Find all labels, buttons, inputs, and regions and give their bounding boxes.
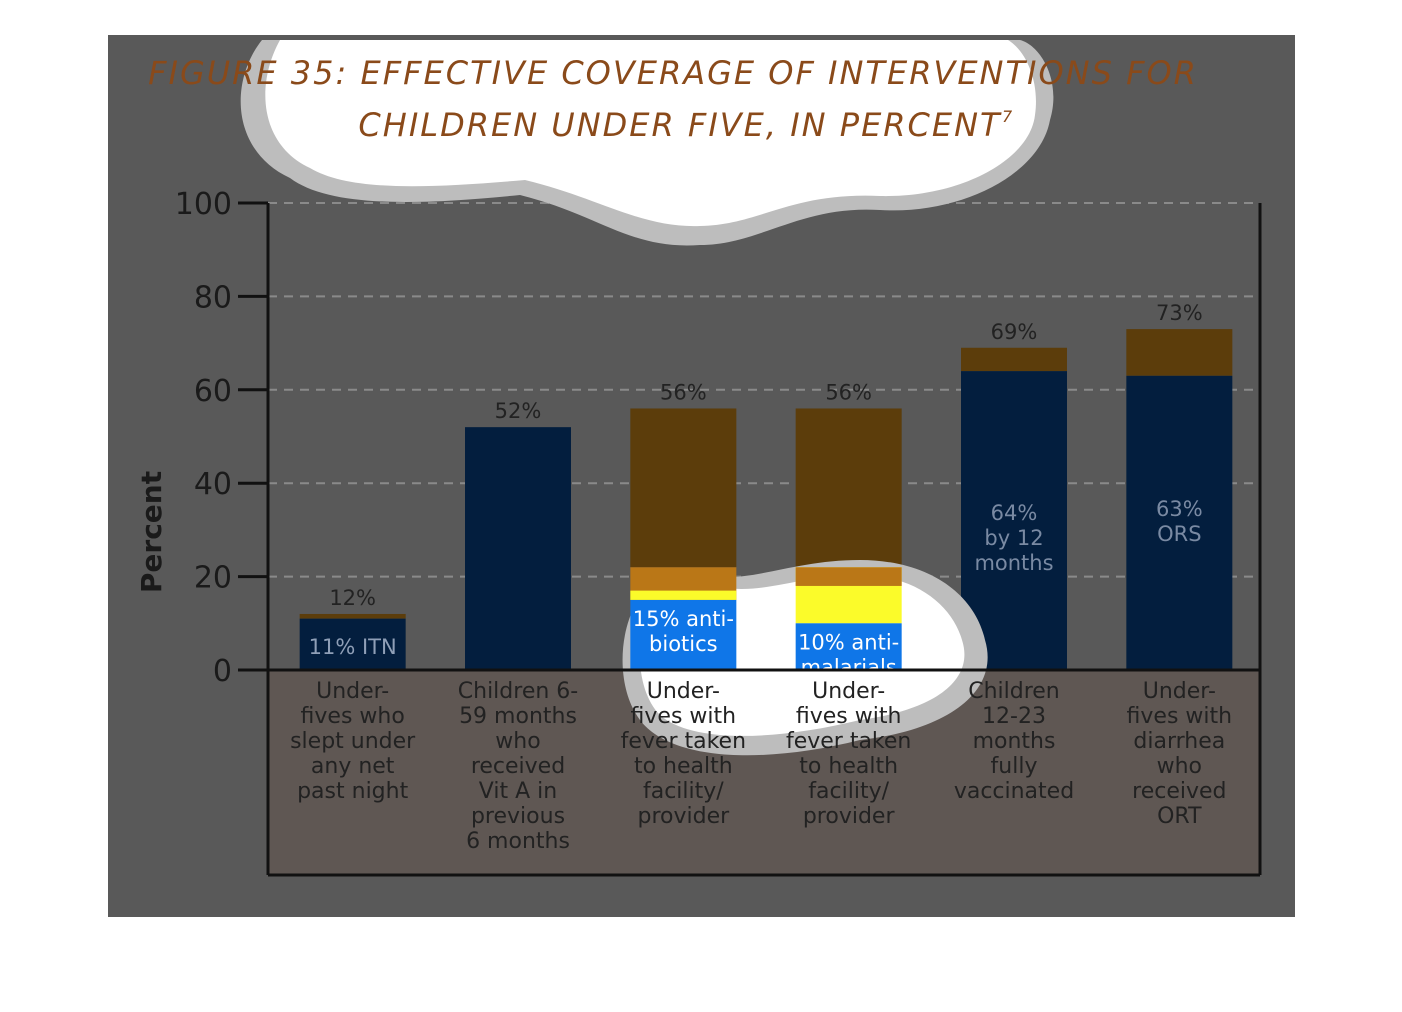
- x-category-label: to health: [634, 754, 733, 779]
- x-category-label: past night: [297, 779, 408, 804]
- x-category-label: fully: [991, 754, 1038, 779]
- x-category-label: Under-: [316, 679, 389, 704]
- x-category-label: fever taken: [621, 729, 746, 754]
- x-category-label: 59 months: [459, 704, 577, 729]
- x-category-label: facility/: [643, 779, 724, 804]
- y-tick-label: 20: [194, 561, 232, 596]
- y-tick-label: 0: [213, 654, 232, 689]
- x-category-label: slept under: [290, 729, 416, 754]
- bars: [299, 329, 1233, 670]
- bar-total-label: 52%: [495, 399, 542, 423]
- bar-total-label: 73%: [1156, 301, 1203, 325]
- bar-effective-label: months: [974, 551, 1053, 575]
- bar-total-label: 12%: [329, 586, 376, 610]
- bar-total-segment-highlight: [630, 590, 737, 600]
- x-category-label: previous: [471, 804, 565, 829]
- x-category-label: fives who: [301, 704, 405, 729]
- bar-effective-label: 64%: [991, 501, 1038, 525]
- bar-effective-segment: [630, 599, 737, 670]
- x-category-label: received: [471, 754, 565, 779]
- x-category-label: ORT: [1157, 804, 1202, 829]
- chart-title-line2: CHILDREN UNDER FIVE, IN PERCENT: [358, 106, 1002, 144]
- chart-title-superscript: 7: [1002, 107, 1014, 126]
- axes: 0 20 40 60 80 100: [175, 187, 1262, 877]
- bar-effective-label: by 12: [984, 526, 1043, 550]
- x-category-label: who: [1157, 754, 1202, 779]
- y-tick-label: 80: [194, 280, 232, 315]
- bar-total-label: 69%: [991, 320, 1038, 344]
- y-axis-label: Percent: [135, 471, 168, 593]
- bar-total-label: 56%: [660, 380, 707, 404]
- x-category-label: 12-23: [982, 704, 1046, 729]
- x-category-label: fives with: [1127, 704, 1233, 729]
- y-tick-label: 60: [194, 374, 232, 409]
- x-category-label: provider: [637, 804, 730, 829]
- x-category-label: fives with: [796, 704, 902, 729]
- bar-effective-label: malarials: [801, 655, 897, 679]
- bar-effective-segment: [465, 427, 571, 670]
- x-category-label: Vit A in: [479, 779, 557, 804]
- x-category-label: fives with: [631, 704, 737, 729]
- bar-total-segment-highlight: [795, 567, 902, 586]
- title-highlight: [265, 40, 1036, 227]
- chart-title-line1: FIGURE 35: EFFECTIVE COVERAGE OF INTERVE…: [148, 54, 1198, 92]
- x-category-label: vaccinated: [954, 779, 1074, 804]
- bar-total-segment: [795, 408, 902, 568]
- x-category-label: diarrhea: [1133, 729, 1225, 754]
- bar-effective-label: 15% anti-: [633, 607, 734, 631]
- bar-effective-label: ORS: [1157, 522, 1201, 546]
- x-category-label: Children: [968, 679, 1060, 704]
- bar-total-label: 56%: [825, 380, 872, 404]
- bar-total-segment: [961, 347, 1067, 372]
- x-category-label: 6 months: [466, 829, 570, 854]
- x-category-label: facility/: [808, 779, 889, 804]
- bar-total-segment: [299, 613, 406, 619]
- x-category-label: Under-: [647, 679, 720, 704]
- bar-effective-segment: [1126, 375, 1233, 670]
- bar-effective-label: 63%: [1156, 497, 1203, 521]
- x-category-label: received: [1132, 779, 1226, 804]
- bar-effective-label: biotics: [649, 632, 718, 656]
- x-category-label: any net: [311, 754, 395, 779]
- highlighted-bars: 15% anti-biotics 10% anti-malarials: [630, 567, 902, 679]
- bar-total-segment: [1126, 329, 1233, 376]
- y-tick-label: 100: [175, 187, 232, 222]
- x-category-label: months: [973, 729, 1056, 754]
- x-category-label: fever taken: [786, 729, 911, 754]
- x-category-label: Children 6-: [458, 679, 578, 704]
- bar-effective-segment: [961, 371, 1067, 670]
- x-category-label: who: [495, 729, 540, 754]
- x-category-label: provider: [803, 804, 896, 829]
- bar-effective-label: 11% ITN: [309, 635, 397, 659]
- bar-effective-segment: [795, 623, 902, 670]
- x-category-label: Under-: [812, 679, 885, 704]
- x-category-label: to health: [799, 754, 898, 779]
- bar-effective-segment: [299, 618, 406, 670]
- x-category-label: Under-: [1143, 679, 1216, 704]
- y-tick-label: 40: [194, 467, 232, 502]
- bar-total-segment: [630, 408, 737, 568]
- bar-effective-label: 10% anti-: [798, 630, 899, 654]
